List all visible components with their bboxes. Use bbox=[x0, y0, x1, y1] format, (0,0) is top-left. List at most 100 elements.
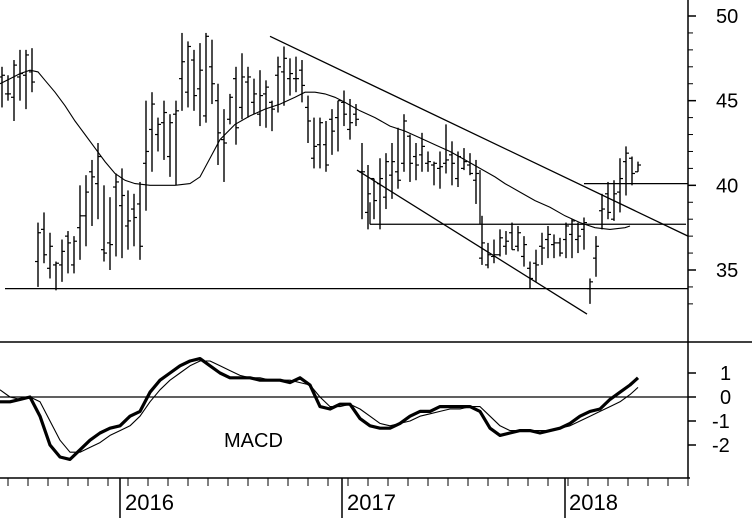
ohlc-bar bbox=[311, 117, 317, 169]
ohlc-bar bbox=[275, 56, 281, 113]
price-y-tick-label: 40 bbox=[716, 175, 738, 197]
ohlc-bar bbox=[617, 158, 623, 213]
ohlc-bar bbox=[551, 234, 557, 259]
ohlc-bar bbox=[605, 181, 611, 220]
ohlc-bar bbox=[389, 143, 395, 199]
ohlc-bar bbox=[209, 39, 215, 105]
ohlc-bar bbox=[323, 120, 329, 172]
ohlc-bar bbox=[581, 217, 587, 250]
ohlc-bar bbox=[449, 141, 455, 186]
ohlc-bar bbox=[461, 148, 467, 171]
ohlc-bar bbox=[443, 124, 449, 174]
ohlc-bar bbox=[563, 222, 569, 259]
ohlc-bar bbox=[215, 83, 221, 166]
ohlc-bar bbox=[317, 117, 323, 169]
ohlc-bar bbox=[419, 132, 425, 172]
ohlc-bar bbox=[455, 151, 461, 188]
ohlc-bar bbox=[599, 193, 605, 230]
ohlc-bar bbox=[185, 41, 191, 108]
ohlc-bar bbox=[425, 151, 431, 172]
macd-y-tick-label: 1 bbox=[720, 363, 731, 385]
ohlc-bar bbox=[149, 92, 155, 172]
x-year-label: 2017 bbox=[347, 490, 396, 515]
ohlc-bar bbox=[635, 161, 641, 173]
ohlc-bar bbox=[191, 49, 197, 111]
ohlc-bar bbox=[125, 190, 131, 250]
moving-average-line bbox=[0, 69, 631, 230]
ohlc-bar bbox=[23, 49, 29, 110]
ohlc-bar bbox=[107, 197, 113, 270]
ohlc-bar bbox=[197, 43, 203, 127]
price-y-tick-label: 45 bbox=[716, 91, 738, 113]
ohlc-bar bbox=[569, 219, 575, 259]
ohlc-bar bbox=[179, 32, 185, 111]
ohlc-bar bbox=[371, 177, 377, 220]
ohlc-bar bbox=[341, 90, 347, 127]
ohlc-bar bbox=[257, 70, 263, 127]
ohlc-bar bbox=[71, 236, 77, 274]
ohlc-bar bbox=[407, 134, 413, 182]
price-panel: 35 40 45 50 bbox=[0, 0, 738, 342]
ohlc-bar bbox=[233, 66, 239, 145]
ohlc-bar bbox=[527, 261, 533, 289]
ohlc-bar bbox=[227, 93, 233, 125]
ohlc-bar bbox=[545, 225, 551, 259]
ohlc-bar bbox=[155, 117, 161, 152]
x-axis: 2016 2017 2018 bbox=[7, 478, 689, 518]
price-y-tick-label: 35 bbox=[716, 260, 738, 282]
ohlc-bar bbox=[629, 156, 635, 186]
ohlc-bar bbox=[437, 151, 443, 189]
ohlc-bar bbox=[611, 180, 617, 221]
ohlc-bar bbox=[263, 80, 269, 128]
ohlc-bar bbox=[491, 239, 497, 264]
trendline-1 bbox=[269, 35, 689, 237]
ohlc-bar bbox=[623, 146, 629, 196]
ohlc-bar bbox=[413, 143, 419, 181]
ohlc-bar bbox=[89, 159, 95, 226]
ohlc-bar bbox=[287, 58, 293, 96]
ohlc-bar bbox=[509, 222, 515, 251]
ohlc-bar bbox=[101, 185, 107, 262]
ohlc-bar bbox=[161, 100, 167, 160]
ohlc-bar bbox=[95, 143, 101, 220]
macd-y-tick-label: -1 bbox=[712, 411, 730, 433]
ohlc-bar bbox=[251, 78, 257, 115]
ohlc-bar bbox=[239, 53, 245, 120]
ohlc-bar bbox=[479, 215, 485, 265]
x-year-label: 2016 bbox=[125, 490, 174, 515]
ohlc-bar bbox=[377, 158, 383, 230]
ohlc-bar bbox=[467, 153, 473, 176]
ohlc-bar bbox=[353, 104, 359, 127]
ohlc-bar bbox=[143, 100, 149, 211]
ohlc-bar bbox=[515, 225, 521, 252]
macd-y-tick-label: 0 bbox=[720, 387, 731, 409]
ohlc-bar bbox=[203, 32, 209, 123]
x-year-label: 2018 bbox=[569, 490, 618, 515]
ohlc-bar bbox=[41, 212, 47, 264]
ohlc-bar bbox=[359, 143, 365, 220]
ohlc-bar bbox=[11, 60, 17, 121]
macd-label: MACD bbox=[224, 430, 283, 452]
ohlc-bar bbox=[575, 222, 581, 254]
ohlc-bar bbox=[29, 48, 35, 93]
ohlc-bar bbox=[17, 49, 23, 101]
ohlc-bar bbox=[65, 231, 71, 274]
ohlc-bar bbox=[77, 185, 83, 260]
ohlc-bar bbox=[293, 56, 299, 93]
ohlc-bar bbox=[305, 95, 311, 143]
ohlc-bar bbox=[137, 181, 143, 260]
ohlc-bar bbox=[269, 100, 275, 132]
ohlc-bar bbox=[587, 278, 593, 304]
ohlc-bar bbox=[497, 229, 503, 257]
ohlc-bar bbox=[0, 66, 5, 108]
macd-line bbox=[0, 357, 640, 461]
ohlc-bar bbox=[221, 109, 227, 182]
ohlc-bar bbox=[131, 193, 137, 247]
ohlc-bar bbox=[167, 114, 173, 177]
macd-panel: 10-1-2 MACD bbox=[0, 342, 731, 478]
signal-line bbox=[0, 360, 639, 453]
ohlc-bar bbox=[401, 114, 407, 172]
price-y-tick-label: 50 bbox=[716, 6, 738, 28]
ohlc-bar bbox=[335, 100, 341, 152]
ohlc-bar bbox=[485, 242, 491, 269]
